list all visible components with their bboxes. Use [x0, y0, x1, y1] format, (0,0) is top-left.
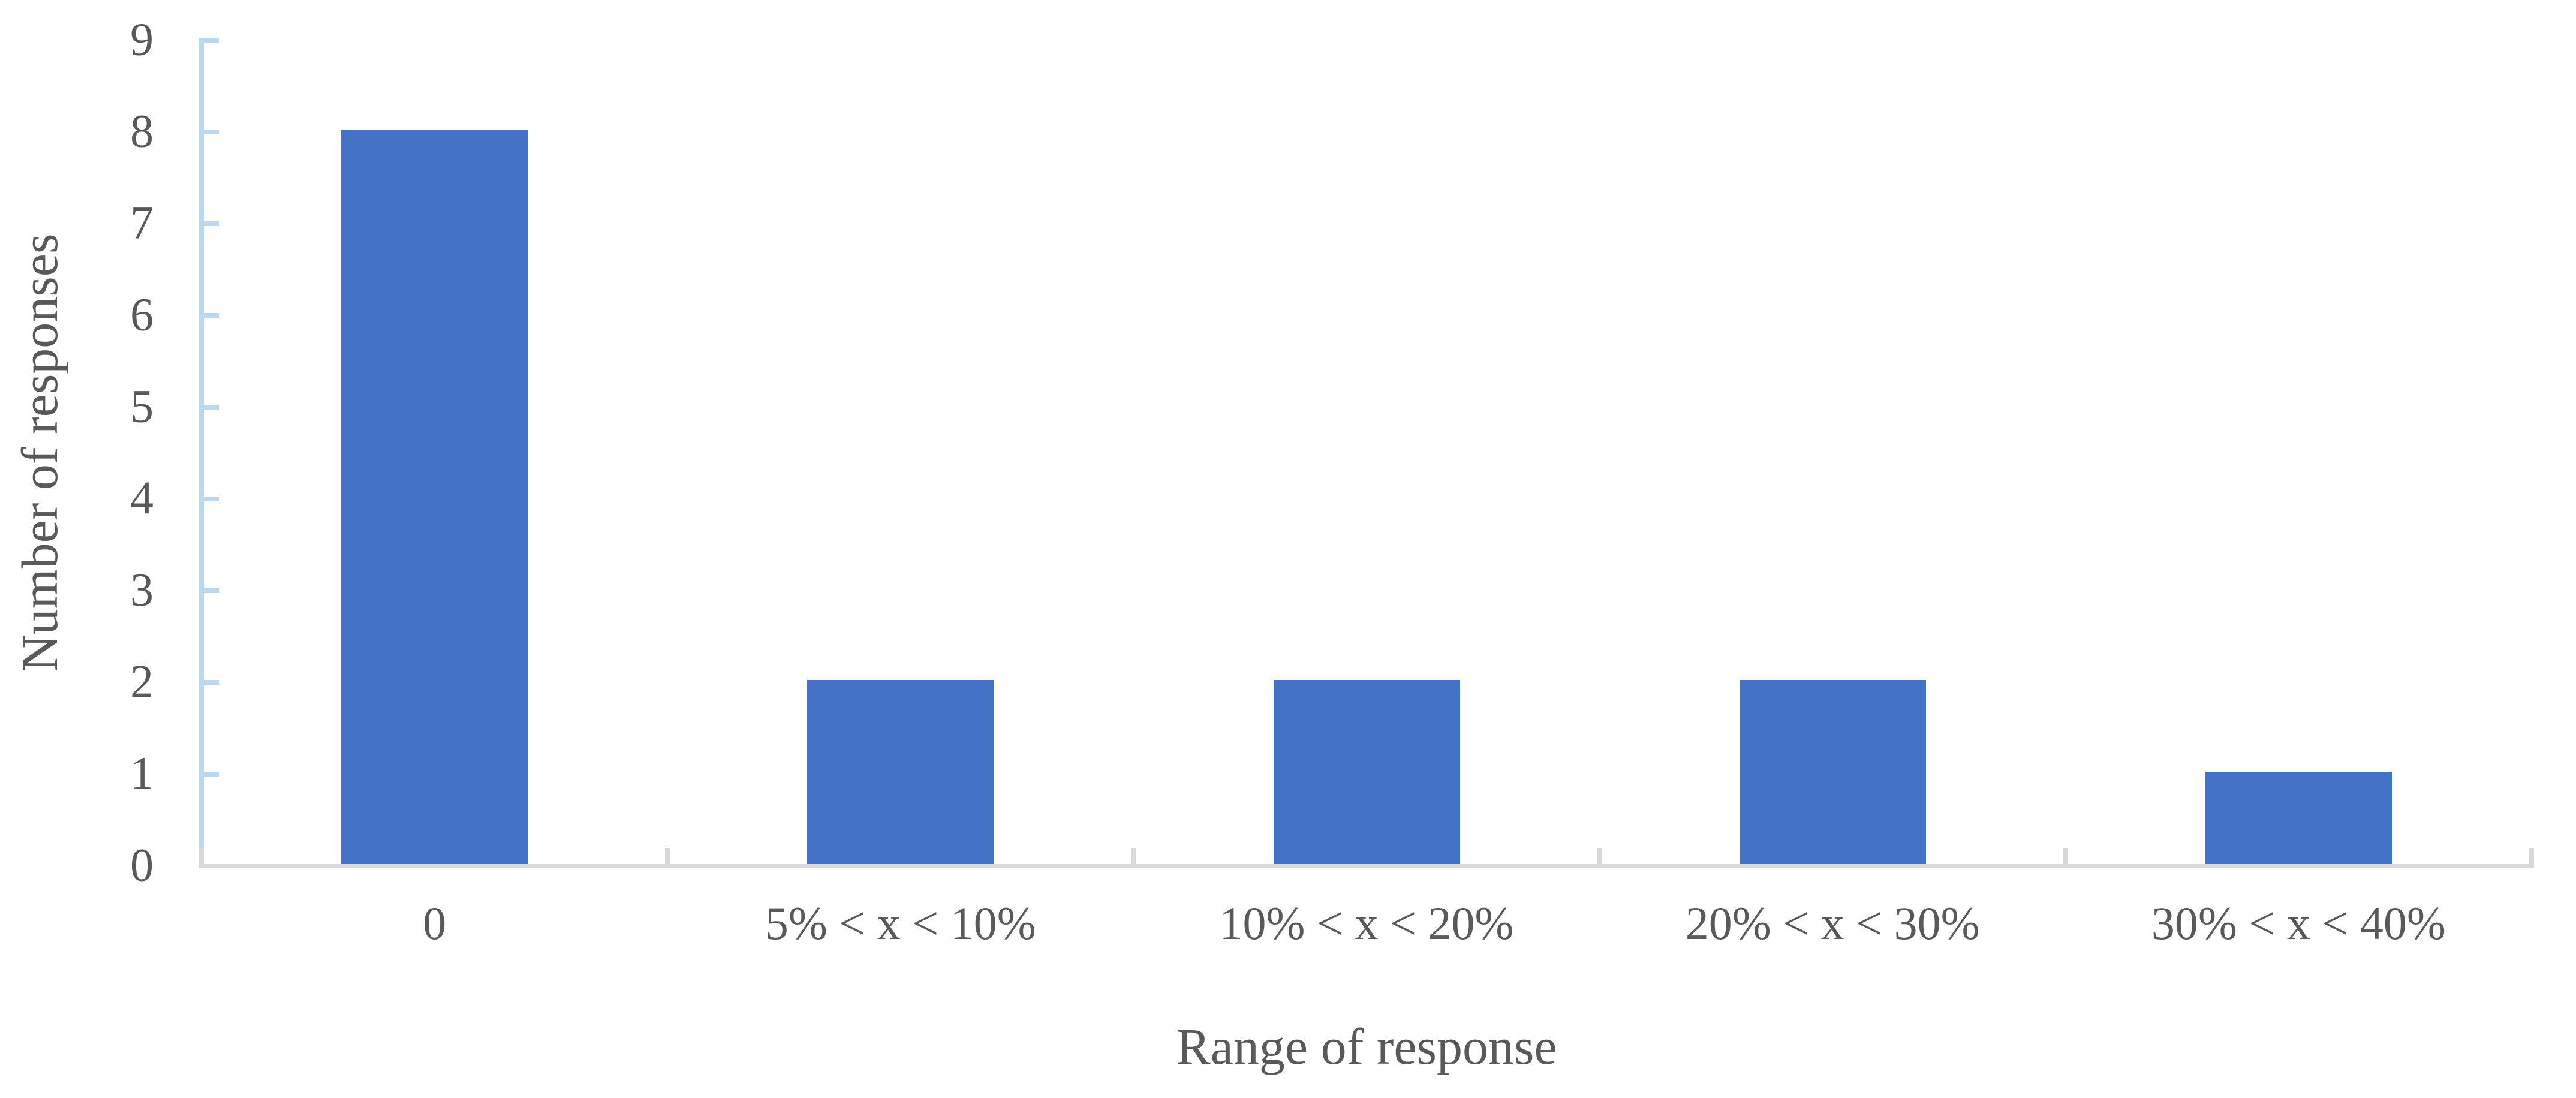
- bar: [807, 680, 994, 864]
- y-axis-line: [199, 38, 204, 868]
- y-tick-label: 4: [130, 471, 154, 524]
- y-tick-label: 7: [130, 196, 154, 249]
- x-axis-tick: [2063, 848, 2068, 864]
- x-axis-tick: [1597, 848, 1602, 864]
- x-axis-tick: [665, 848, 670, 864]
- bar: [1274, 680, 1460, 864]
- y-axis-tick: [204, 497, 219, 501]
- y-axis-tick: [204, 38, 219, 43]
- bar: [2205, 772, 2392, 864]
- x-axis-tick: [1131, 848, 1136, 864]
- x-category-label: 5% < x < 10%: [765, 897, 1036, 949]
- bar: [1740, 680, 1926, 864]
- x-axis-title: Range of response: [1176, 1018, 1557, 1075]
- x-category-label: 0: [423, 897, 447, 949]
- y-axis-tick: [204, 772, 219, 777]
- x-category-label: 30% < x < 40%: [2151, 897, 2446, 949]
- x-category-label: 10% < x < 20%: [1219, 897, 1514, 949]
- y-axis-tick: [204, 221, 219, 226]
- bar: [341, 130, 528, 864]
- y-axis-tick: [204, 680, 219, 685]
- x-axis-line: [199, 864, 2534, 868]
- y-axis-tick: [204, 130, 219, 134]
- y-tick-label: 0: [130, 838, 154, 891]
- y-tick-label: 6: [130, 288, 154, 341]
- y-axis-tick: [204, 405, 219, 410]
- y-tick-label: 1: [130, 747, 154, 799]
- y-axis-tick: [204, 588, 219, 593]
- y-tick-label: 3: [130, 563, 154, 616]
- x-category-label: 20% < x < 30%: [1685, 897, 1980, 949]
- y-axis-tick: [204, 313, 219, 318]
- x-axis-tick: [2529, 848, 2534, 864]
- y-tick-label: 2: [130, 655, 154, 708]
- x-axis-tick: [199, 848, 204, 864]
- y-tick-label: 9: [130, 13, 154, 65]
- y-tick-label: 5: [130, 380, 154, 432]
- y-tick-label: 8: [130, 104, 154, 157]
